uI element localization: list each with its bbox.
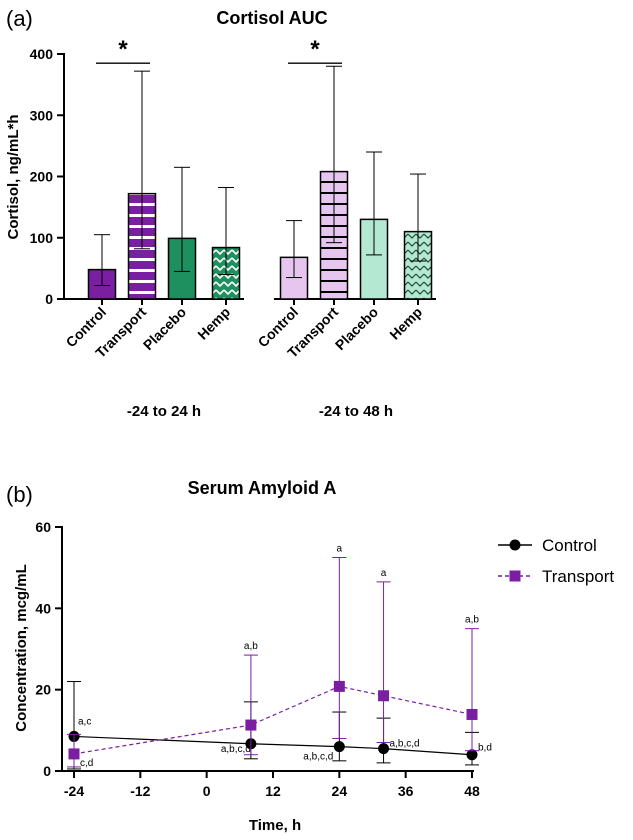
panel-b-y-axis-title: Concentration, mcg/mL bbox=[13, 564, 30, 732]
panel-b-x-axis-title: Time, h bbox=[249, 817, 301, 834]
panel-b-legend-marker-transport bbox=[509, 570, 521, 582]
panel-b-y-tick-label: 60 bbox=[35, 519, 51, 535]
panel-a-y-ticks: 0 100 200 300 400 bbox=[30, 46, 64, 307]
panel-b-point-control bbox=[378, 743, 390, 755]
panel-b-legend: Control Transport bbox=[498, 536, 614, 586]
panel-a-group-label: -24 to 48 h bbox=[319, 403, 393, 420]
panel-b-point-annotation: a,c bbox=[78, 716, 91, 727]
panel-b-point-control bbox=[333, 741, 345, 753]
panel-a-error-bars bbox=[94, 65, 426, 305]
panel-b-legend-label: Transport bbox=[542, 567, 614, 586]
panel-b-legend-marker-control bbox=[509, 539, 521, 551]
panel-a-category-label: Placebo bbox=[140, 304, 189, 353]
panel-b-y-ticks: 0 20 40 60 bbox=[35, 519, 62, 779]
panel-b-x-tick-label: 12 bbox=[265, 783, 281, 799]
panel-a-label: (a) bbox=[6, 6, 33, 31]
panel-b-point-transport bbox=[333, 680, 345, 692]
panel-b-x-tick-label: -24 bbox=[64, 783, 84, 799]
panel-a-category-label: Hemp bbox=[386, 304, 425, 343]
panel-b-y-tick-label: 0 bbox=[43, 763, 51, 779]
panel-b: (b) Serum Amyloid A Concentration, mcg/m… bbox=[6, 478, 614, 834]
panel-b-label: (b) bbox=[6, 482, 33, 507]
panel-b-x-tick-label: -12 bbox=[130, 783, 150, 799]
panel-b-x-tick-label: 36 bbox=[398, 783, 414, 799]
panel-b-point-annotation: a bbox=[381, 568, 387, 579]
panel-a-y-tick-label: 100 bbox=[30, 230, 54, 246]
panel-b-x-tick-label: 0 bbox=[203, 783, 211, 799]
panel-a-category-label: Placebo bbox=[332, 304, 381, 353]
panel-b-point-annotation: a,b bbox=[244, 641, 258, 652]
panel-a-group-labels: -24 to 24 h -24 to 48 h bbox=[127, 403, 393, 420]
panel-a-y-tick-label: 0 bbox=[45, 291, 53, 307]
panel-a-category-label: Hemp bbox=[194, 304, 233, 343]
panel-a-y-tick-label: 200 bbox=[30, 169, 54, 185]
panel-b-x-ticks: -24 -12 0 12 24 36 48 bbox=[64, 771, 480, 799]
panel-a-significance: * * bbox=[96, 36, 342, 64]
panel-b-point-transport bbox=[378, 690, 390, 702]
panel-a-significance-star: * bbox=[118, 36, 128, 63]
panel-b-title: Serum Amyloid A bbox=[188, 478, 337, 498]
panel-b-point-transport bbox=[466, 708, 478, 720]
panel-b-x-tick-label: 24 bbox=[332, 783, 348, 799]
panel-b-legend-label: Control bbox=[542, 536, 597, 555]
panel-b-series bbox=[67, 557, 479, 770]
panel-a-y-axis-title: Cortisol, ng/mL*h bbox=[5, 115, 22, 240]
panel-a-bars bbox=[87, 170, 433, 300]
panel-b-point-transport bbox=[245, 719, 257, 731]
panel-b-point-annotation: c,d bbox=[80, 758, 93, 769]
panel-b-point-annotation: a,b,c,d bbox=[303, 752, 333, 763]
panel-b-y-tick-label: 20 bbox=[35, 682, 51, 698]
panel-b-point-control bbox=[466, 749, 478, 761]
panel-a-y-tick-label: 300 bbox=[30, 107, 54, 123]
panel-b-annotations: a,c a,b,c,d a,b,c,d a,b,c,d b,d c,d a,b a a a,b bbox=[78, 544, 492, 769]
panel-a: (a) Cortisol AUC Cortisol, ng/mL*h 0 100 2… bbox=[5, 6, 436, 420]
panel-b-y-tick-label: 40 bbox=[35, 600, 51, 616]
panel-a-title: Cortisol AUC bbox=[216, 8, 327, 28]
panel-b-point-annotation: a,b,c,d bbox=[221, 744, 251, 755]
panel-b-point-transport bbox=[68, 748, 80, 760]
panel-a-group-label: -24 to 24 h bbox=[127, 403, 201, 420]
panel-b-point-annotation: a,b,c,d bbox=[390, 739, 420, 750]
panel-b-point-annotation: b,d bbox=[478, 743, 492, 754]
panel-b-point-annotation: a bbox=[337, 544, 343, 555]
panel-a-significance-star: * bbox=[310, 36, 320, 63]
panel-b-x-tick-label: 48 bbox=[464, 783, 480, 799]
panel-a-y-tick-label: 400 bbox=[30, 46, 54, 62]
panel-b-point-annotation: a,b bbox=[465, 615, 479, 626]
